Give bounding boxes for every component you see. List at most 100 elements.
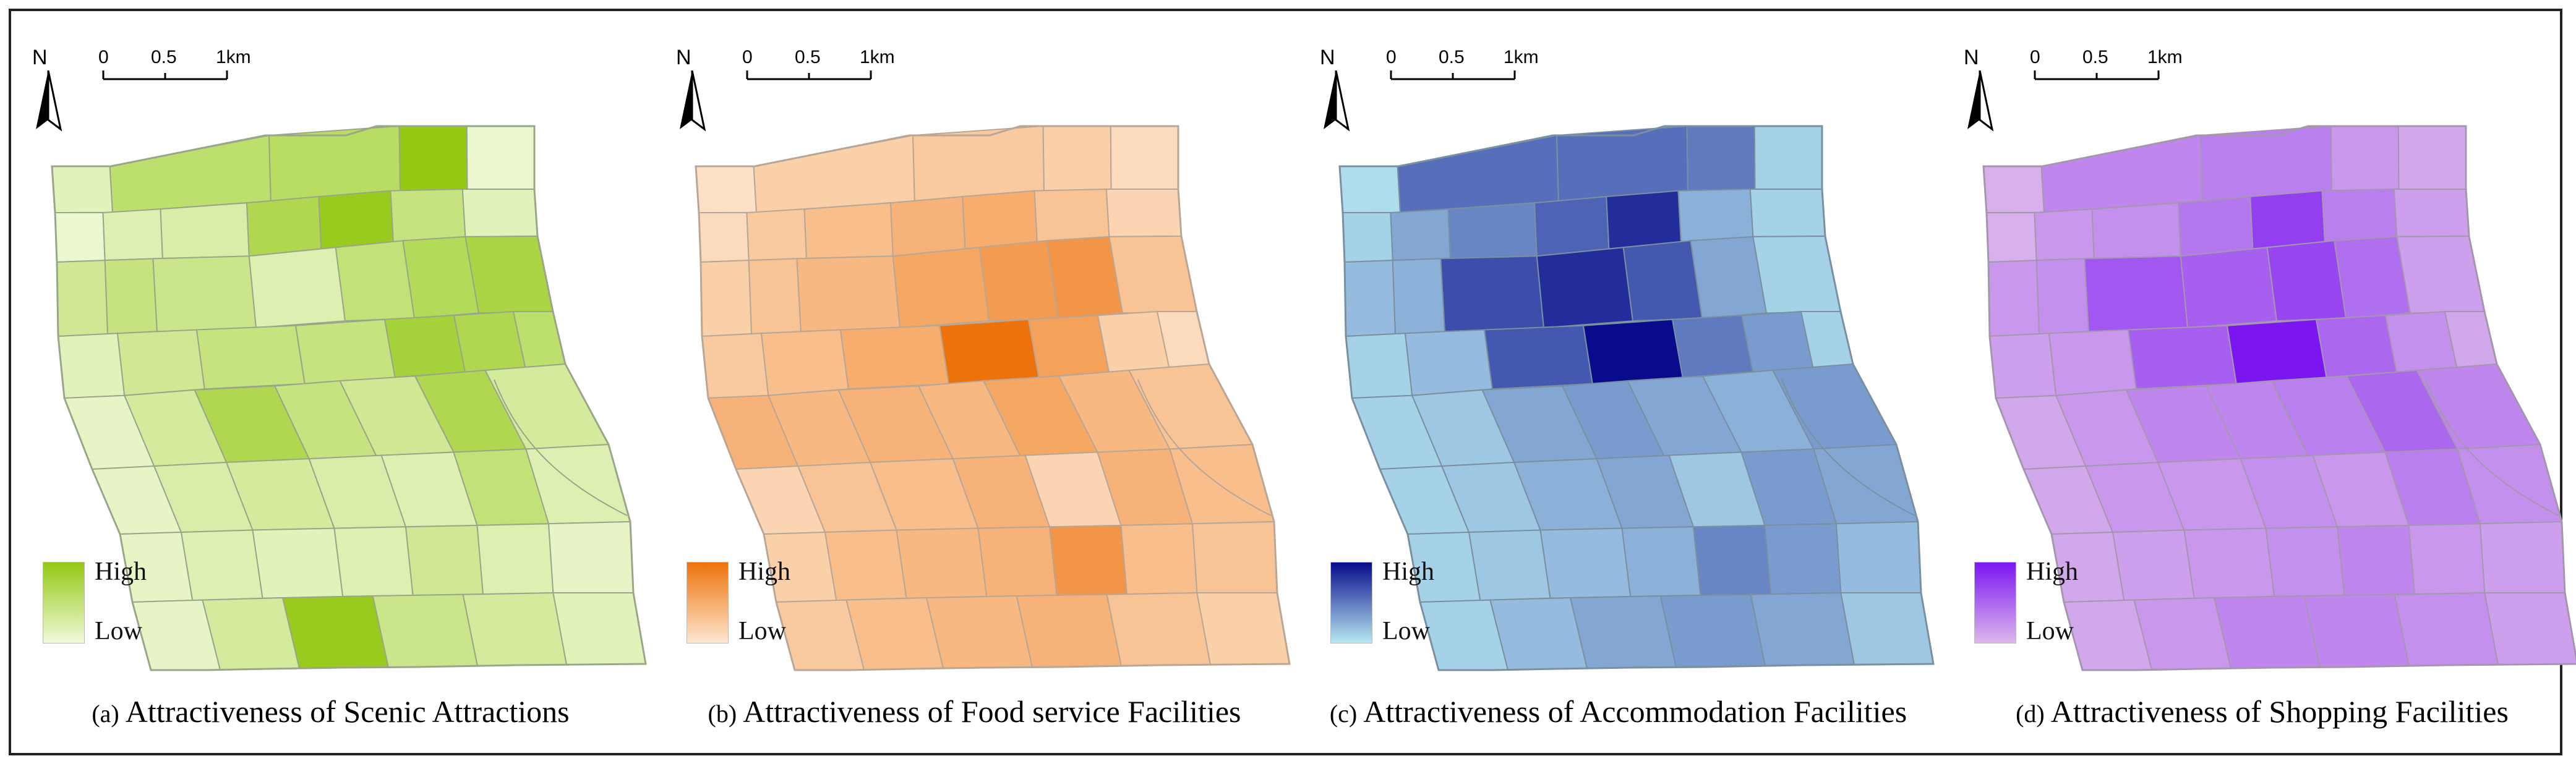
map-block — [1692, 524, 1772, 597]
map-block — [698, 212, 750, 263]
map-block — [268, 125, 401, 202]
map-block — [383, 315, 466, 378]
map-block — [453, 310, 526, 373]
legend-color-ramp — [43, 562, 85, 644]
scale-tick-label: 0.5 — [1439, 47, 1465, 67]
map-block — [547, 520, 635, 593]
map-block — [1533, 195, 1610, 257]
map-block — [1985, 212, 2037, 263]
map-block — [1840, 592, 1935, 666]
legend-high-label: High — [95, 558, 147, 586]
legend-color-ramp — [687, 562, 729, 644]
map-block — [760, 329, 849, 396]
map-block — [753, 134, 915, 213]
map-block — [1392, 258, 1446, 335]
map-block — [892, 247, 990, 329]
figure-frame — [9, 9, 2562, 755]
map-block — [889, 195, 966, 257]
map-block — [335, 240, 416, 322]
panel-title: Attractiveness of Accommodation Faciliti… — [1363, 694, 1907, 729]
map-block — [1764, 523, 1842, 595]
diagonal-road — [1137, 379, 1272, 516]
map-block — [252, 527, 344, 599]
map-block — [2393, 189, 2470, 237]
map-block — [398, 125, 468, 192]
map-block — [2321, 188, 2398, 243]
map-block — [390, 188, 466, 243]
map-block — [462, 592, 568, 667]
map-block — [2127, 325, 2237, 390]
map-block — [2394, 592, 2499, 667]
map-block — [2199, 125, 2333, 202]
map-block — [1753, 125, 1823, 190]
map-block — [1110, 125, 1179, 190]
map-block — [2315, 315, 2398, 378]
map-panel-a: N 0 0.5 1km High Low (a) Attractiveness of Scen… — [9, 9, 653, 755]
scale-bar: 0 0.5 1km — [717, 38, 922, 94]
map-block — [2384, 310, 2458, 373]
map-block — [2177, 195, 2254, 257]
panel-caption: (a) Attractiveness of Scenic Attractions — [9, 694, 653, 729]
map-block — [404, 524, 484, 597]
map-block — [294, 318, 396, 384]
study-area-outline — [695, 125, 1291, 671]
legend: High Low — [1974, 558, 2129, 655]
map-block — [57, 333, 126, 399]
map-block — [978, 240, 1059, 322]
scale-bar: 0 0.5 1km — [74, 38, 278, 94]
panel-title: Attractiveness of Shopping Facilities — [2050, 694, 2509, 729]
legend-low-label: Low — [1382, 617, 1430, 645]
diagonal-road — [494, 379, 628, 516]
north-arrow-icon — [36, 70, 62, 132]
choropleth-map-d — [1982, 125, 2576, 671]
legend-low-label: Low — [2026, 617, 2074, 645]
map-block — [1404, 329, 1493, 396]
panel-title: Attractiveness of Scenic Attractions — [125, 694, 570, 729]
map-block — [2040, 134, 2203, 213]
map-block — [896, 527, 988, 599]
map-block — [1345, 333, 1413, 399]
map-block — [281, 595, 390, 669]
study-area-outline — [1982, 125, 2576, 671]
map-block — [248, 247, 346, 329]
map-block — [1740, 310, 1814, 373]
map-block — [2084, 255, 2189, 333]
map-block — [695, 166, 758, 214]
map-block — [1397, 134, 1559, 213]
scale-tick-label: 0.5 — [795, 47, 821, 67]
map-block — [56, 260, 109, 338]
choropleth-map-b — [695, 125, 1291, 671]
map-block — [1033, 188, 1110, 243]
map-block — [2336, 524, 2416, 597]
legend: High Low — [687, 558, 841, 655]
map-panel-d: N 0 0.5 1km High Low (d) Attractiveness of Shop… — [1940, 9, 2576, 755]
map-block — [1447, 202, 1538, 260]
north-label: N — [1320, 46, 1335, 69]
panel-caption: (c) Attractiveness of Accommodation Facil… — [1296, 694, 1940, 729]
map-block — [1606, 190, 1682, 250]
scale-tick-label: 0 — [2030, 47, 2040, 67]
map-block — [2330, 125, 2400, 192]
map-block — [54, 212, 106, 263]
map-block — [1569, 595, 1677, 669]
map-block — [2479, 520, 2566, 593]
map-block — [1582, 318, 1684, 384]
map-block — [1390, 208, 1451, 261]
map-block — [796, 255, 901, 333]
map-block — [1677, 188, 1754, 243]
map-block — [1048, 524, 1128, 597]
panel-tag: (c) — [1329, 700, 1358, 728]
choropleth-map-c — [1338, 125, 1935, 671]
legend-color-ramp — [1330, 562, 1372, 644]
map-block — [466, 125, 535, 190]
map-block — [2180, 247, 2278, 329]
map-block — [1120, 523, 1198, 595]
map-block — [152, 255, 257, 333]
scale-bar: 0 0.5 1km — [2005, 38, 2209, 94]
map-panel-c: N 0 0.5 1km High Low (c) Attractiveness of Acco… — [1296, 9, 1940, 755]
map-block — [2266, 240, 2347, 322]
map-block — [1982, 166, 2045, 214]
map-block — [1988, 333, 2057, 399]
map-block — [1343, 260, 1397, 338]
map-block — [1097, 310, 1170, 373]
